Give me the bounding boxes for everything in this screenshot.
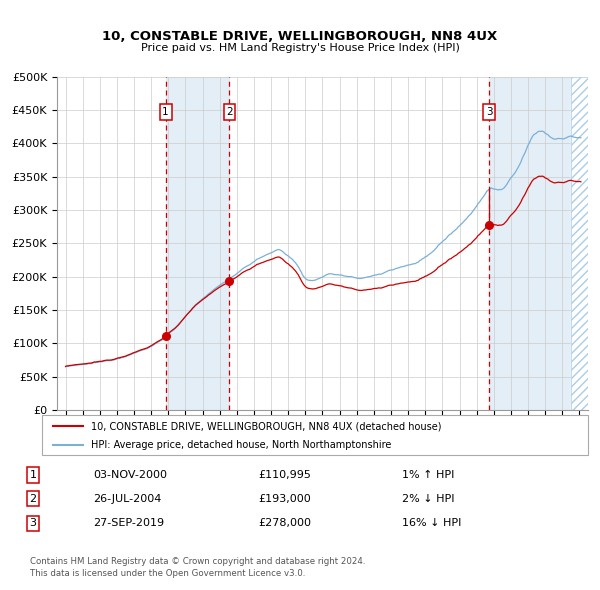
Text: Price paid vs. HM Land Registry's House Price Index (HPI): Price paid vs. HM Land Registry's House … [140,44,460,53]
Bar [490,77,588,410]
Text: 2: 2 [226,107,233,117]
Text: 1% ↑ HPI: 1% ↑ HPI [402,470,454,480]
Bar [571,77,588,410]
Text: 16% ↓ HPI: 16% ↓ HPI [402,519,461,528]
Text: 1: 1 [162,107,169,117]
Text: 10, CONSTABLE DRIVE, WELLINGBOROUGH, NN8 4UX (detached house): 10, CONSTABLE DRIVE, WELLINGBOROUGH, NN8… [91,421,442,431]
Text: £278,000: £278,000 [258,519,311,528]
Text: £193,000: £193,000 [258,494,311,503]
Text: HPI: Average price, detached house, North Northamptonshire: HPI: Average price, detached house, Nort… [91,440,392,450]
Bar [571,77,588,410]
Text: Contains HM Land Registry data © Crown copyright and database right 2024.: Contains HM Land Registry data © Crown c… [30,557,365,566]
Text: 2: 2 [29,494,37,503]
Text: This data is licensed under the Open Government Licence v3.0.: This data is licensed under the Open Gov… [30,569,305,578]
Text: 03-NOV-2000: 03-NOV-2000 [93,470,167,480]
Text: £110,995: £110,995 [258,470,311,480]
Text: 27-SEP-2019: 27-SEP-2019 [93,519,164,528]
Bar [166,77,229,410]
Text: 1: 1 [29,470,37,480]
Text: 3: 3 [29,519,37,528]
Text: 3: 3 [486,107,493,117]
Text: 26-JUL-2004: 26-JUL-2004 [93,494,161,503]
FancyBboxPatch shape [42,415,588,455]
Text: 10, CONSTABLE DRIVE, WELLINGBOROUGH, NN8 4UX: 10, CONSTABLE DRIVE, WELLINGBOROUGH, NN8… [103,30,497,43]
Text: 2% ↓ HPI: 2% ↓ HPI [402,494,455,503]
